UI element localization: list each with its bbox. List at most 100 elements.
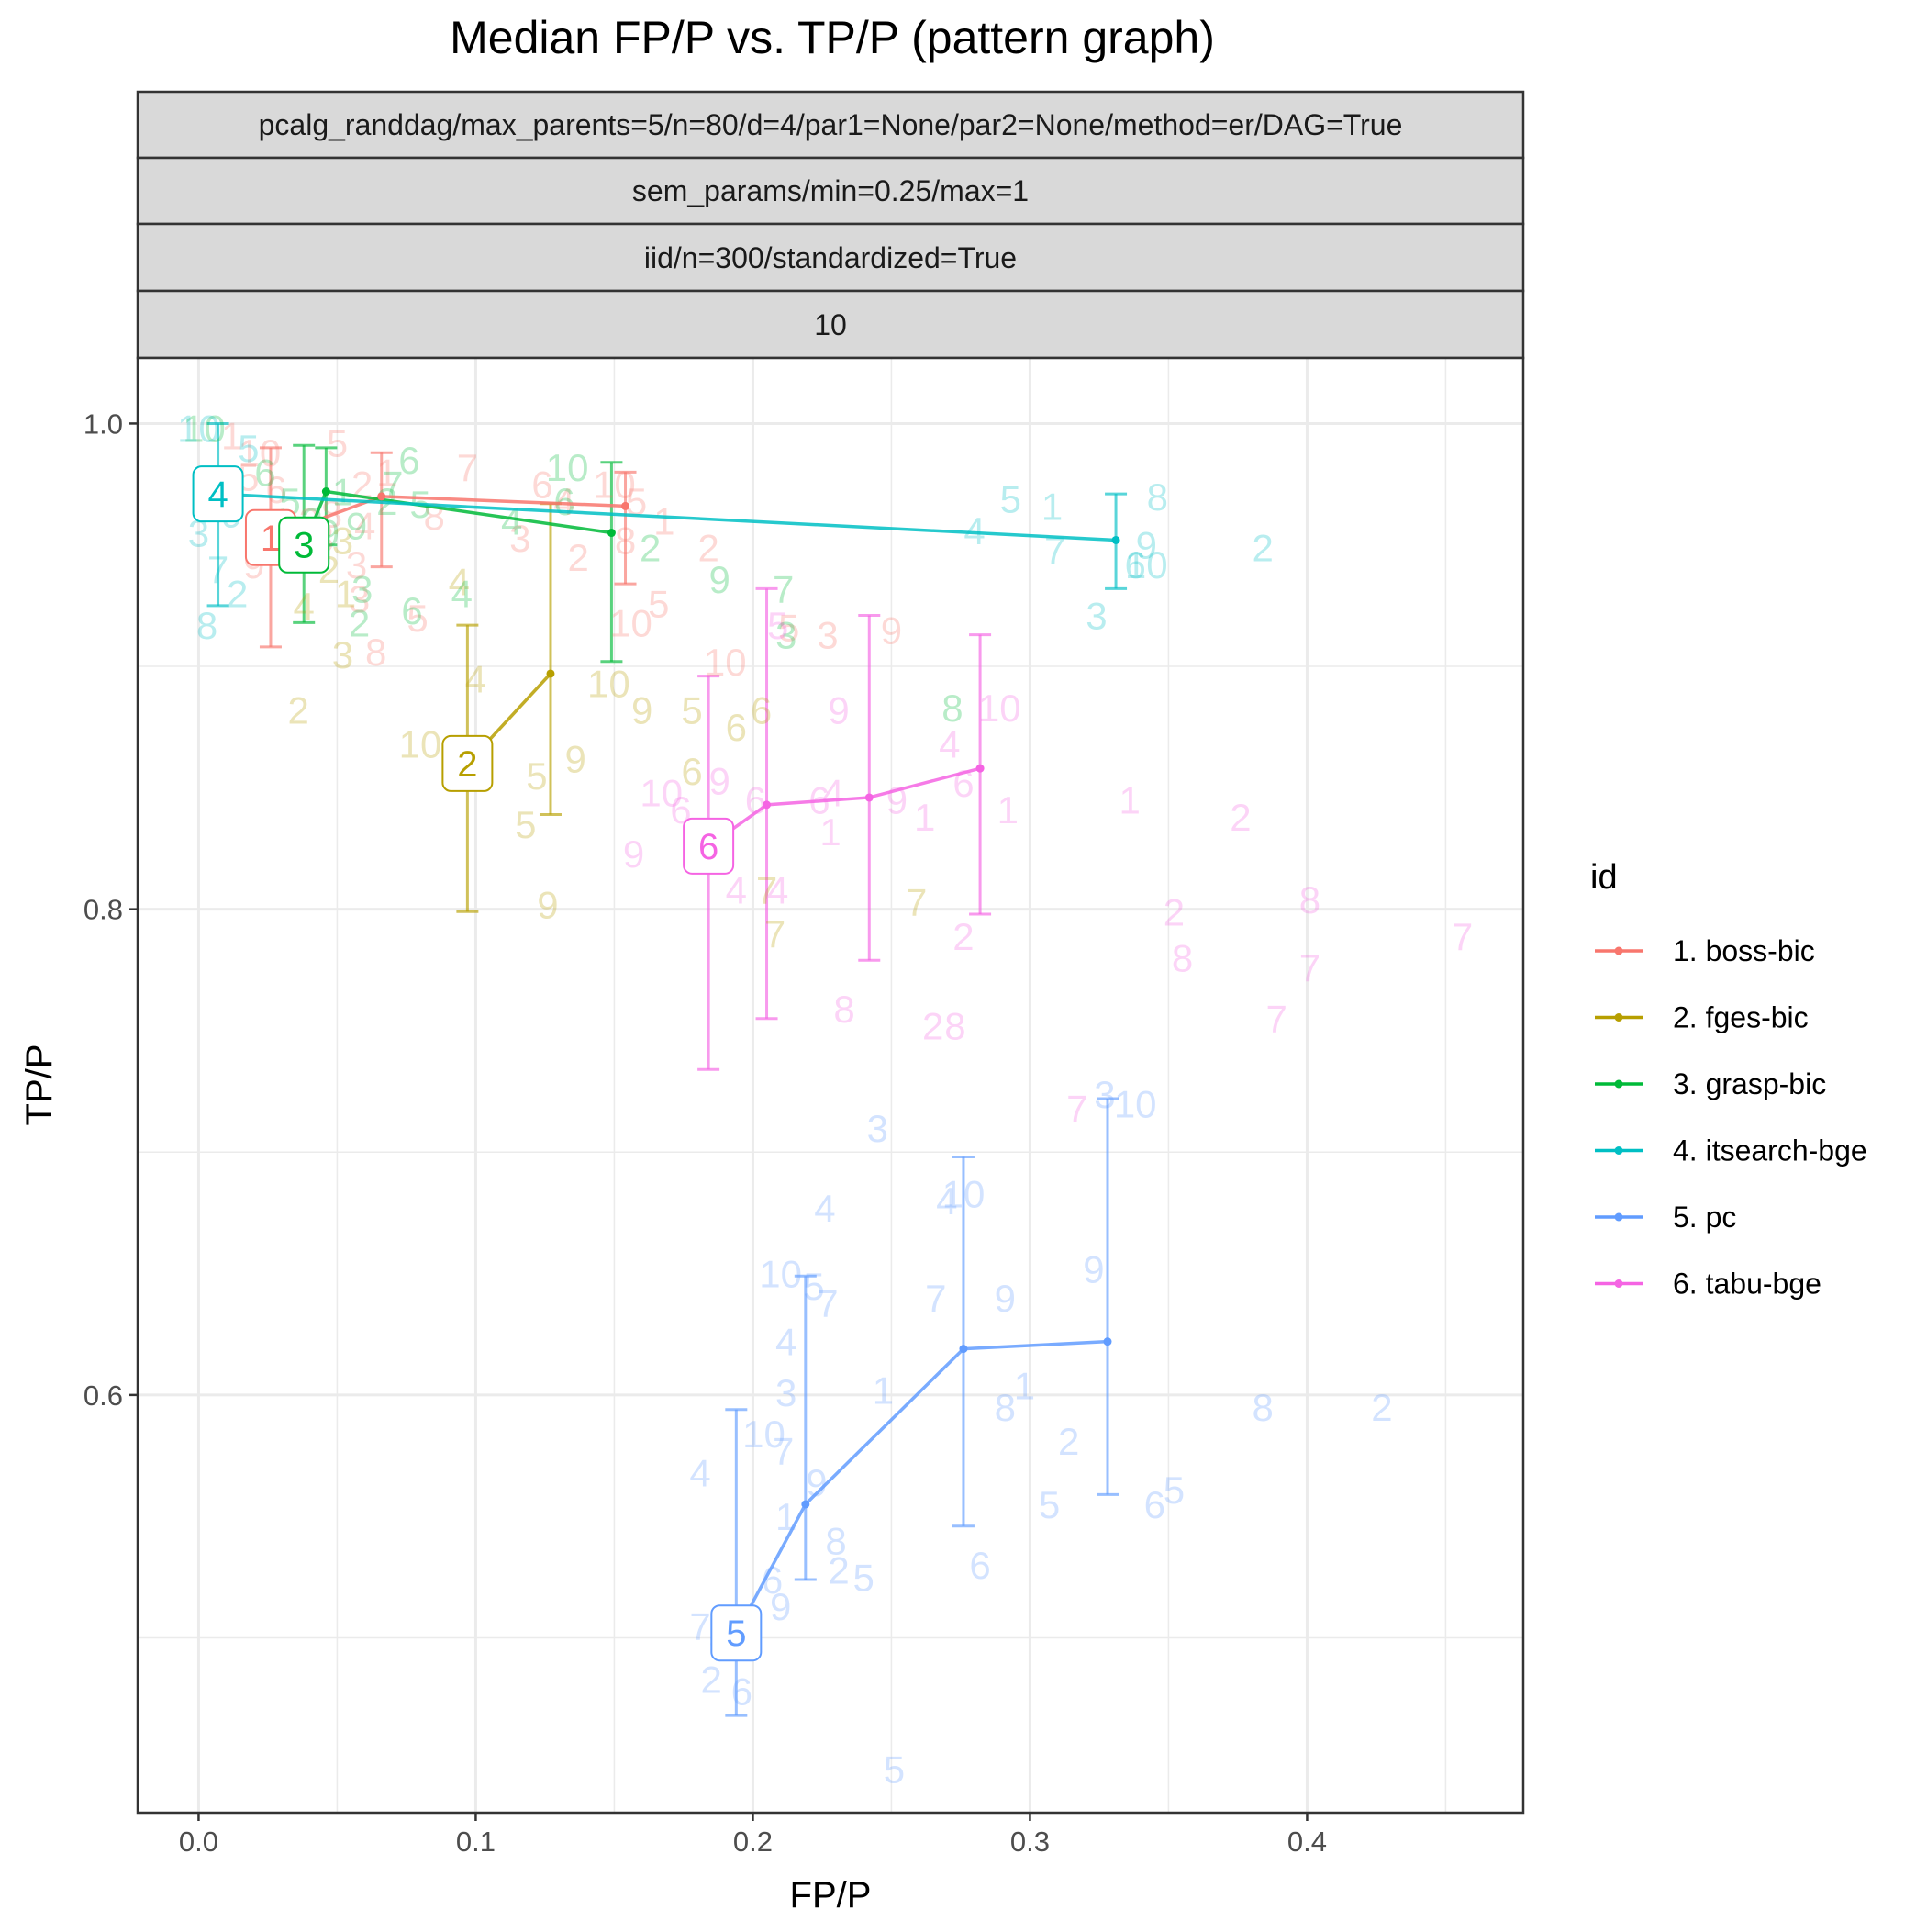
legend-label: 2. fges-bic: [1673, 1001, 1809, 1034]
replicate-label: 4: [465, 657, 486, 700]
replicate-label: 7: [1066, 1088, 1087, 1131]
replicate-label: 6: [265, 468, 286, 511]
series-line: [217, 492, 1117, 542]
replicate-label: 6: [401, 589, 422, 632]
replicate-label: 7: [817, 1281, 838, 1324]
series-badge: 6: [683, 817, 735, 875]
replicate-label: 9: [806, 1461, 827, 1504]
replicate-label: 3: [332, 633, 353, 676]
replicate-label: 7: [1266, 998, 1287, 1041]
replicate-label: 9: [1136, 524, 1157, 567]
replicate-label: 7: [689, 1604, 710, 1647]
replicate-label: 10: [759, 1253, 802, 1296]
replicate-label: 4: [936, 1179, 957, 1223]
legend-items: 1. boss-bic 2. fges-bic 3. grasp-bic 4. its…: [1595, 934, 1867, 1301]
replicate-label: 3: [188, 512, 209, 555]
replicate-label: 8: [995, 1386, 1016, 1429]
series-badge: 2: [441, 734, 494, 792]
replicate-label: 8: [1172, 937, 1193, 980]
replicate-label: 3: [349, 577, 370, 620]
x-tick-label: 0.4: [1287, 1826, 1327, 1858]
plot-panel: 1105629385241873583642105182105105393221…: [136, 356, 1525, 1815]
replicate-label: 5: [1164, 1469, 1185, 1512]
replicate-label: 10: [546, 446, 589, 489]
median-point: [864, 793, 874, 802]
replicate-label: 2: [640, 526, 661, 569]
replicate-label: 3: [1094, 1073, 1115, 1116]
replicate-label: 6: [762, 1558, 783, 1602]
replicate-label: 7: [1299, 946, 1320, 989]
replicate-label: 2: [922, 1005, 943, 1048]
legend-label: 1. boss-bic: [1673, 934, 1815, 967]
legend-item: 4. itsearch-bge: [1595, 1134, 1867, 1167]
replicate-label: 4: [689, 1452, 710, 1495]
replicate-label: 3: [775, 614, 796, 657]
replicate-label: 8: [1299, 878, 1320, 921]
replicate-label: 6: [1144, 1483, 1165, 1526]
y-tick-label: 0.8: [84, 894, 123, 926]
replicate-label: 1: [873, 1369, 894, 1413]
y-tick-label: 1.0: [84, 408, 123, 440]
replicate-label: 10: [609, 601, 652, 644]
replicate-label: 2: [349, 601, 370, 644]
replicate-label: 4: [814, 1187, 835, 1230]
replicate-label: 7: [773, 567, 794, 610]
replicate-label: 10: [177, 408, 220, 451]
x-axis: 0.0 0.1 0.2 0.3 0.4: [179, 1813, 1327, 1858]
legend-item: 5. pc: [1595, 1201, 1736, 1234]
x-tick-label: 0.0: [179, 1826, 218, 1858]
legend-item: 2. fges-bic: [1595, 1001, 1809, 1034]
series-badge-label: 2: [457, 744, 477, 785]
replicate-label: 4: [767, 868, 788, 911]
replicate-label: 1: [1041, 485, 1063, 528]
replicate-label: 5: [767, 604, 788, 647]
series-badge-box: [278, 516, 330, 574]
replicate-label: 5: [626, 480, 647, 523]
replicate-label: 10: [942, 1172, 986, 1215]
median-point: [607, 529, 616, 538]
replicate-label: 10: [593, 463, 636, 507]
replicate-label: 6: [1125, 543, 1146, 586]
legend-key-point: [1614, 1279, 1623, 1288]
replicate-label: 9: [995, 1277, 1016, 1320]
replicate-label: 9: [1083, 1247, 1104, 1290]
median-point: [1103, 1337, 1112, 1346]
replicate-label: 10: [978, 687, 1021, 730]
replicate-label: 4: [775, 1321, 796, 1364]
y-axis-title: TP/P: [19, 1044, 60, 1126]
median-point: [377, 492, 386, 501]
legend-key-point: [1614, 946, 1623, 955]
replicate-label: 9: [631, 689, 652, 732]
replicate-label: 7: [906, 881, 927, 924]
replicate-label: 6: [726, 706, 747, 749]
replicate-label: 5: [778, 607, 799, 650]
replicate-label: 2: [1230, 796, 1251, 839]
replicate-label: 6: [531, 463, 552, 507]
replicate-label: 8: [944, 1005, 965, 1048]
replicate-label: 3: [817, 614, 838, 657]
replicate-label: 1: [1119, 779, 1140, 822]
replicate-label: 1: [1014, 1364, 1035, 1407]
replicate-label: 2: [1164, 890, 1185, 933]
series-line: [734, 1339, 1108, 1635]
replicate-label: 7: [1044, 529, 1065, 572]
series-badge-label: 4: [207, 475, 228, 515]
replicate-label: 9: [770, 1585, 791, 1628]
legend-label: 4. itsearch-bge: [1673, 1134, 1867, 1167]
replicate-label: 9: [886, 779, 908, 822]
series-badge-label: 3: [294, 526, 314, 566]
replicate-label: 10: [704, 641, 747, 684]
legend-item: 1. boss-bic: [1595, 934, 1815, 967]
replicate-label: 4: [964, 509, 985, 553]
replicate-label: 7: [457, 446, 478, 489]
series-badge: 5: [710, 1604, 763, 1662]
replicate-label: 6: [969, 1544, 990, 1587]
replicate-label: 5: [327, 422, 348, 465]
replicate-label: 8: [196, 604, 217, 647]
replicate-label: 6: [751, 689, 772, 732]
median-point: [801, 1500, 810, 1509]
replicate-label: 6: [254, 451, 275, 494]
replicate-label: 1: [997, 788, 1019, 832]
replicate-label: 9: [709, 759, 730, 802]
